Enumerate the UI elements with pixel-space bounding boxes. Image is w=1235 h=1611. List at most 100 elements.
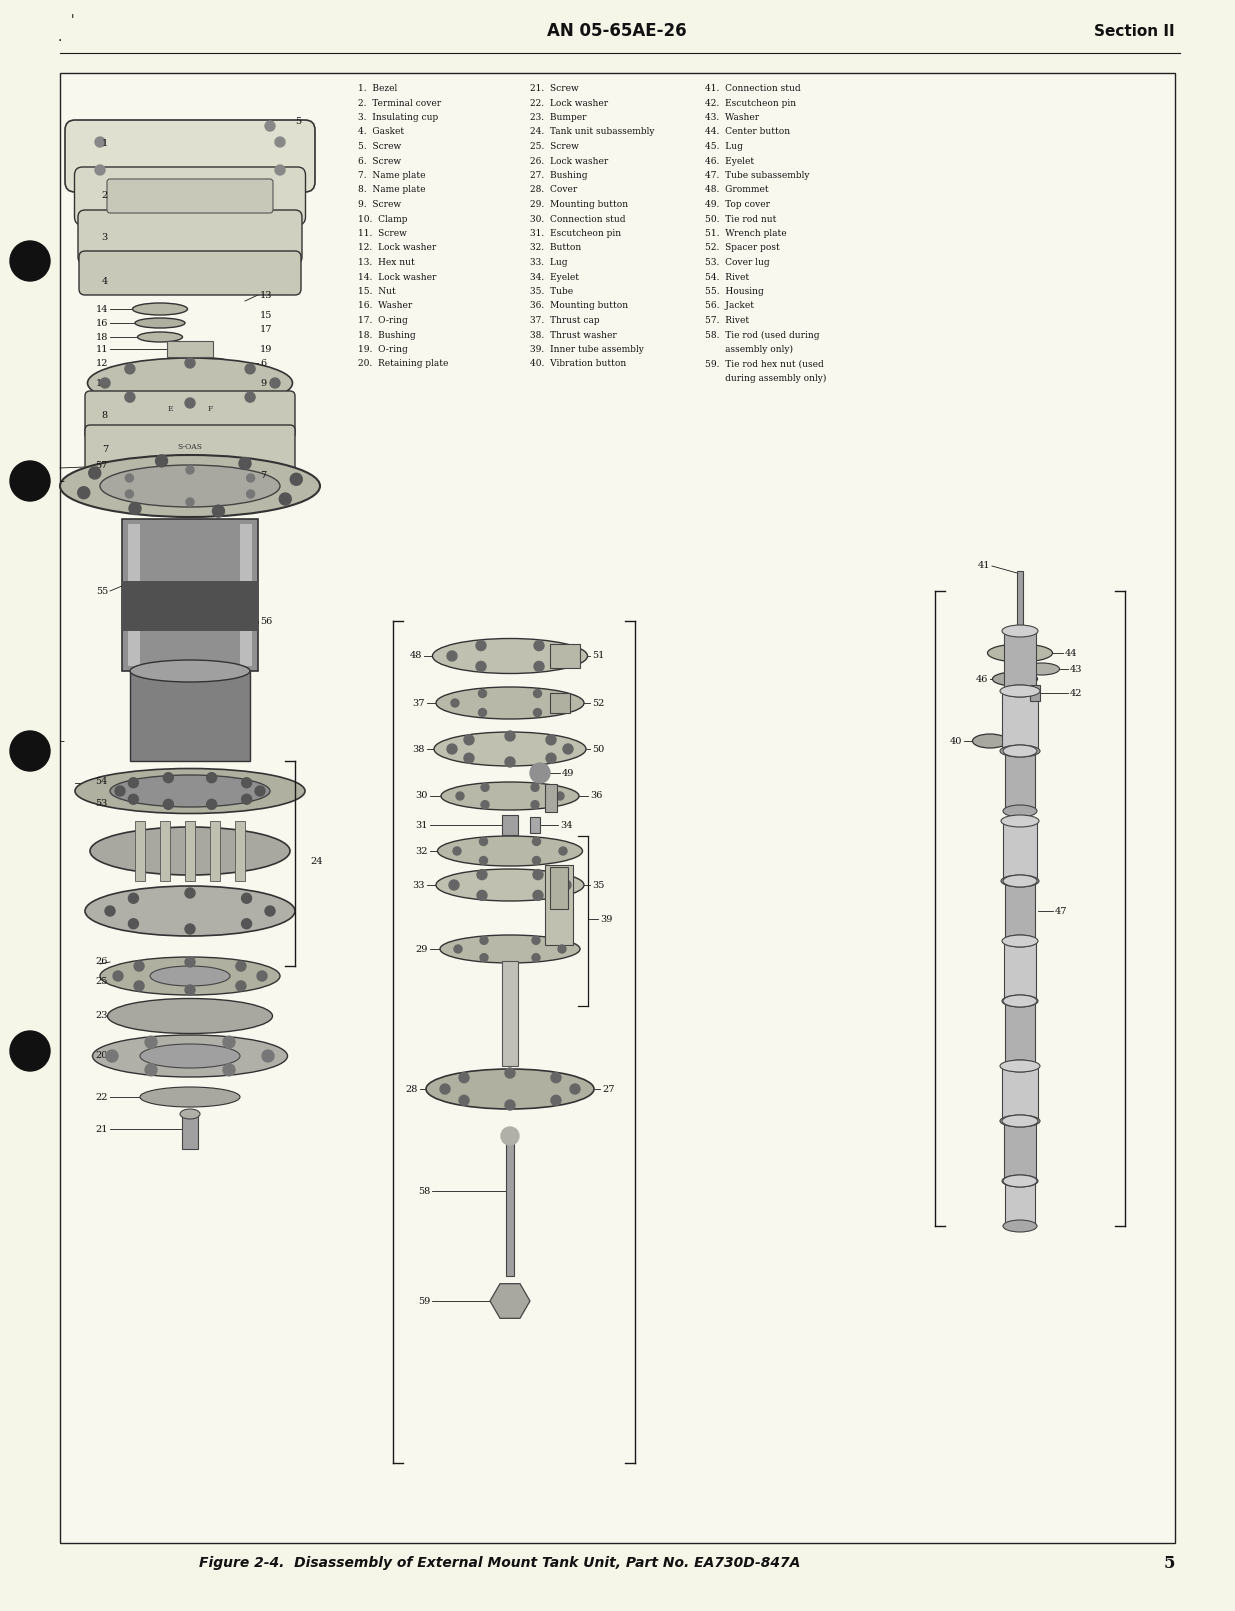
Circle shape <box>530 764 550 783</box>
Text: 4: 4 <box>101 277 107 285</box>
Text: 52.  Spacer post: 52. Spacer post <box>705 243 779 253</box>
Bar <box>550 644 580 669</box>
Text: 18.  Bushing: 18. Bushing <box>358 330 416 340</box>
Text: 48.  Grommet: 48. Grommet <box>705 185 768 195</box>
Text: 50.  Tie rod nut: 50. Tie rod nut <box>705 214 777 224</box>
Circle shape <box>571 1084 580 1094</box>
FancyBboxPatch shape <box>65 119 315 192</box>
Text: 6: 6 <box>261 359 266 367</box>
Ellipse shape <box>140 1044 240 1068</box>
Circle shape <box>459 1095 469 1105</box>
Text: 35.  Tube: 35. Tube <box>530 287 573 296</box>
Circle shape <box>95 164 105 176</box>
Circle shape <box>10 1031 49 1071</box>
Text: 39: 39 <box>600 915 613 923</box>
Circle shape <box>556 793 564 801</box>
Circle shape <box>163 773 173 783</box>
Text: 17.  O-ring: 17. O-ring <box>358 316 408 325</box>
Text: 1: 1 <box>101 140 107 148</box>
Ellipse shape <box>1003 1060 1037 1071</box>
Circle shape <box>78 487 90 499</box>
Ellipse shape <box>149 967 230 986</box>
Text: 49.  Top cover: 49. Top cover <box>705 200 769 209</box>
Ellipse shape <box>140 1087 240 1107</box>
Circle shape <box>440 1084 450 1094</box>
Ellipse shape <box>432 638 588 673</box>
Circle shape <box>561 699 569 707</box>
Circle shape <box>236 962 246 971</box>
Circle shape <box>558 946 566 954</box>
Circle shape <box>163 799 173 809</box>
Circle shape <box>559 847 567 855</box>
Bar <box>240 524 252 665</box>
Bar <box>545 785 557 812</box>
Circle shape <box>505 1100 515 1110</box>
Circle shape <box>128 794 138 804</box>
Bar <box>550 867 568 909</box>
Bar <box>135 822 144 881</box>
Bar <box>1003 822 1037 881</box>
Circle shape <box>115 786 125 796</box>
Text: 28.  Cover: 28. Cover <box>530 185 577 195</box>
Ellipse shape <box>1025 664 1060 675</box>
Text: 42: 42 <box>1070 688 1083 698</box>
Circle shape <box>242 892 252 904</box>
Text: during assembly only): during assembly only) <box>705 374 826 383</box>
Circle shape <box>451 699 459 707</box>
Text: 30: 30 <box>416 791 429 801</box>
Text: 10.  Clamp: 10. Clamp <box>358 214 408 224</box>
Text: 5: 5 <box>1163 1555 1174 1571</box>
Text: 57: 57 <box>95 461 107 470</box>
Text: 35: 35 <box>592 881 604 889</box>
Bar <box>1005 751 1035 810</box>
Circle shape <box>275 164 285 176</box>
Text: 20: 20 <box>95 1052 107 1060</box>
Text: 7: 7 <box>101 445 107 454</box>
Circle shape <box>450 880 459 889</box>
Ellipse shape <box>1002 875 1039 888</box>
Text: 12: 12 <box>95 359 107 367</box>
Circle shape <box>475 641 487 651</box>
Bar <box>130 672 249 760</box>
Text: AN 05-65AE-26: AN 05-65AE-26 <box>547 23 687 40</box>
Circle shape <box>561 880 571 889</box>
Text: 32: 32 <box>415 846 429 855</box>
Text: 3.  Insulating cup: 3. Insulating cup <box>358 113 438 122</box>
Text: 11: 11 <box>95 345 107 353</box>
Circle shape <box>478 690 487 698</box>
Circle shape <box>480 936 488 944</box>
Text: 37: 37 <box>412 699 425 707</box>
Text: 19: 19 <box>261 345 273 353</box>
Circle shape <box>464 735 474 744</box>
Text: 34: 34 <box>559 820 573 830</box>
Circle shape <box>279 493 291 504</box>
Bar <box>210 822 220 881</box>
Text: 31.  Escutcheon pin: 31. Escutcheon pin <box>530 229 621 238</box>
Circle shape <box>185 398 195 408</box>
Circle shape <box>266 905 275 917</box>
Text: 26.  Lock washer: 26. Lock washer <box>530 156 609 166</box>
Ellipse shape <box>440 934 580 963</box>
Circle shape <box>505 757 515 767</box>
Circle shape <box>156 454 168 467</box>
Circle shape <box>464 754 474 764</box>
Circle shape <box>10 242 49 280</box>
Bar <box>122 582 258 632</box>
Ellipse shape <box>1002 685 1037 698</box>
Text: 21: 21 <box>95 1124 107 1134</box>
Text: 44: 44 <box>1065 649 1077 657</box>
Text: 9.  Screw: 9. Screw <box>358 200 401 209</box>
FancyBboxPatch shape <box>78 209 303 264</box>
Text: 52: 52 <box>592 699 604 707</box>
Text: 7.  Name plate: 7. Name plate <box>358 171 426 180</box>
Text: 43.  Washer: 43. Washer <box>705 113 760 122</box>
Bar <box>1005 1181 1035 1226</box>
Circle shape <box>206 799 216 809</box>
Text: 41.  Connection stud: 41. Connection stud <box>705 84 800 93</box>
Ellipse shape <box>1000 1060 1040 1071</box>
Text: 24: 24 <box>310 857 322 865</box>
Ellipse shape <box>988 644 1052 662</box>
Circle shape <box>185 984 195 996</box>
Text: E: E <box>167 404 173 412</box>
Ellipse shape <box>1002 934 1037 947</box>
